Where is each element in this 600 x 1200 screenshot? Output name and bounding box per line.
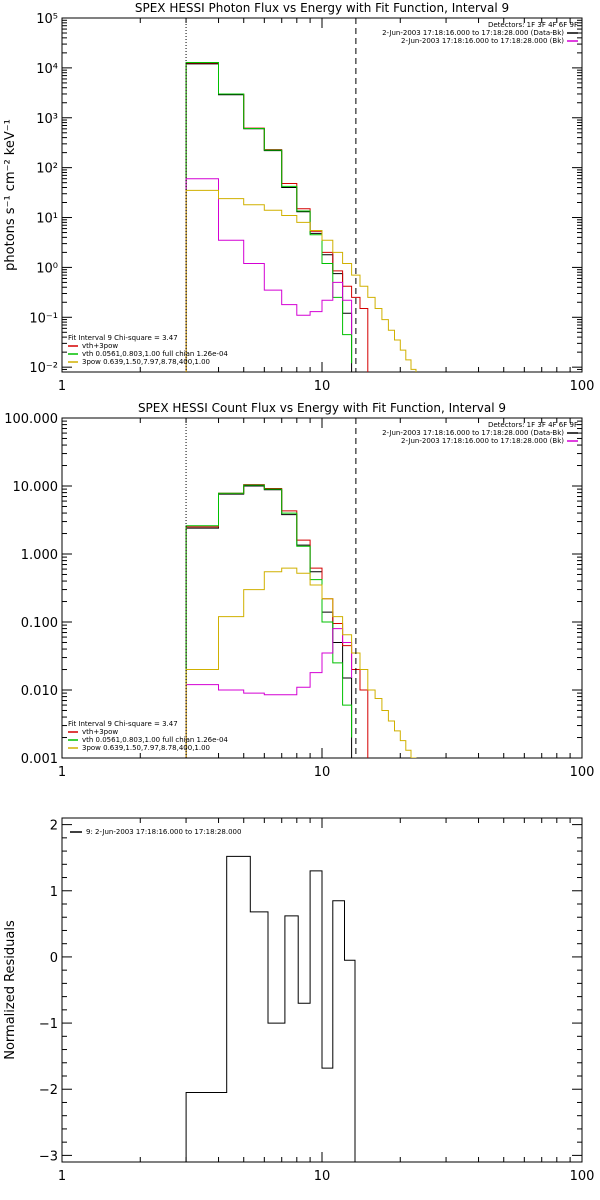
series-line-4 <box>185 628 353 758</box>
y-tick-label: 10³ <box>36 112 58 127</box>
y-tick-label: 0.010 <box>21 684 58 699</box>
chart-title: SPEX HESSI Photon Flux vs Energy with Fi… <box>135 1 509 15</box>
fit-legend-entry: vth+3pow <box>82 728 118 736</box>
y-tick-label: 10⁵ <box>36 12 58 27</box>
y-tick-label: 2 <box>50 819 58 834</box>
series-line-1 <box>185 63 353 372</box>
fit-legend-entry: 3pow 0.639,1.50,7.97,8.78,400,1.00 <box>82 744 210 752</box>
y-tick-label: 10⁰ <box>36 261 58 276</box>
y-axis-label: Normalized Residuals <box>3 920 18 1060</box>
chart-panel-1: SPEX HESSI Photon Flux vs Energy with Fi… <box>3 1 594 394</box>
chart-panel-2: SPEX HESSI Count Flux vs Energy with Fit… <box>4 401 594 780</box>
fit-legend-entry: vth+3pow <box>82 342 118 350</box>
series-group <box>185 484 417 758</box>
chart-panel-3: Normalized Residuals 1 10 100 −3 −2 −1 0 1 2 9: 2-… <box>3 817 595 1184</box>
y-tick-label: 10⁻² <box>29 361 58 376</box>
y-tick-label: 10² <box>36 162 58 177</box>
y-tick-label: −3 <box>39 1149 58 1164</box>
y-tick-label: 1.000 <box>21 548 58 563</box>
y-tick-label: 10⁻¹ <box>29 311 58 326</box>
x-tick-label: 10 <box>314 765 331 780</box>
y-tick-label: 0 <box>50 951 58 966</box>
legend-header: Detectors: 1F 3F 4F 6F 9F <box>488 21 578 29</box>
fit-legend-header: Fit Interval 9 Chi-square = 3.47 <box>68 720 178 728</box>
y-tick-label: 10¹ <box>36 212 58 227</box>
chart-title: SPEX HESSI Count Flux vs Energy with Fit… <box>138 401 506 415</box>
series-line-5 <box>185 567 417 758</box>
fit-legend-entry: vth 0.0561,0.803,1.00 full chian 1.26e-0… <box>82 350 228 358</box>
y-tick-label: 10.000 <box>13 480 59 495</box>
fit-legend-header: Fit Interval 9 Chi-square = 3.47 <box>68 334 178 342</box>
y-tick-label: 10⁴ <box>36 62 58 77</box>
x-tick-label: 1 <box>58 765 66 780</box>
y-tick-label: 0.001 <box>21 752 58 767</box>
fit-legend-entry: vth 0.0561,0.803,1.00 full chian 1.26e-0… <box>82 736 228 744</box>
y-axis-label: photons s⁻¹ cm⁻² keV⁻¹ <box>3 119 18 271</box>
series-group <box>185 855 356 1162</box>
x-tick-label: 100 <box>570 379 595 394</box>
series-group <box>185 62 417 372</box>
y-tick-label: −1 <box>39 1017 58 1032</box>
series-line-1 <box>185 855 356 1162</box>
plot-frame <box>61 17 583 373</box>
y-tick-label: 0.100 <box>21 616 58 631</box>
fit-legend-entry: 3pow 0.639,1.50,7.97,8.78,400,1.00 <box>82 358 210 366</box>
legend-entry: 2-Jun-2003 17:18:16.000 to 17:18:28.000 … <box>401 437 564 445</box>
legend-header: Detectors: 1F 3F 4F 6F 9F <box>488 421 578 429</box>
legend-entry: 2-Jun-2003 17:18:16.000 to 17:18:28.000 … <box>382 429 564 437</box>
residual-legend-entry: 9: 2-Jun-2003 17:18:16.000 to 17:18:28.0… <box>86 828 241 836</box>
x-tick-label: 100 <box>570 765 595 780</box>
legend-entry: 2-Jun-2003 17:18:16.000 to 17:18:28.000 … <box>382 29 564 37</box>
series-line-5 <box>185 189 417 372</box>
series-line-3 <box>185 62 353 372</box>
x-tick-label: 1 <box>58 379 66 394</box>
series-line-2 <box>185 62 369 372</box>
y-tick-label: 1 <box>50 885 58 900</box>
y-tick-label: 100.000 <box>4 412 58 427</box>
series-line-4 <box>185 178 353 372</box>
x-tick-label: 100 <box>570 1169 595 1184</box>
x-tick-label: 1 <box>58 1169 66 1184</box>
x-tick-label: 10 <box>314 1169 331 1184</box>
y-tick-label: −2 <box>39 1083 58 1098</box>
series-line-3 <box>185 484 353 758</box>
x-tick-label: 10 <box>314 379 331 394</box>
legend-entry: 2-Jun-2003 17:18:16.000 to 17:18:28.000 … <box>401 37 564 45</box>
